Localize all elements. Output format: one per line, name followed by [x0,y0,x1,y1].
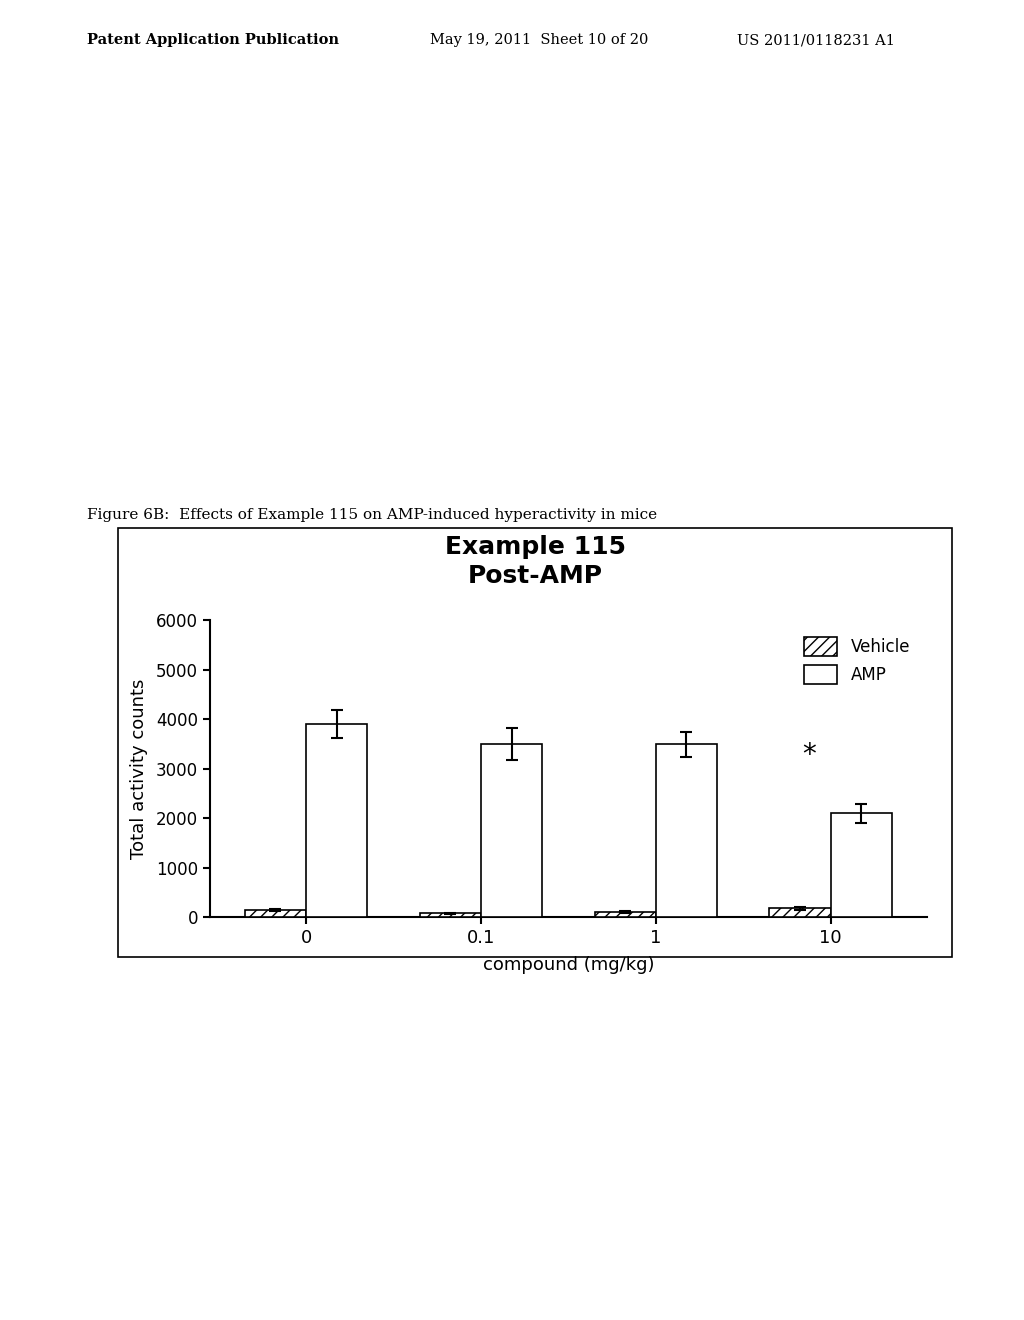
Bar [830,813,892,917]
Text: *: * [802,741,815,768]
Bar [306,725,368,917]
Text: Example 115
Post-AMP: Example 115 Post-AMP [444,535,626,589]
Text: May 19, 2011  Sheet 10 of 20: May 19, 2011 Sheet 10 of 20 [430,33,648,48]
Bar [769,908,830,917]
X-axis label: compound (mg/kg): compound (mg/kg) [482,956,654,974]
Bar [655,744,717,917]
Bar [420,913,481,917]
Text: Figure 6B:  Effects of Example 115 on AMP-induced hyperactivity in mice: Figure 6B: Effects of Example 115 on AMP… [87,508,657,523]
Bar [245,909,306,917]
Y-axis label: Total activity counts: Total activity counts [130,678,147,859]
Text: Patent Application Publication: Patent Application Publication [87,33,339,48]
Text: US 2011/0118231 A1: US 2011/0118231 A1 [737,33,895,48]
Bar [481,744,542,917]
Legend: Vehicle, AMP: Vehicle, AMP [796,628,919,692]
Bar [595,912,655,917]
